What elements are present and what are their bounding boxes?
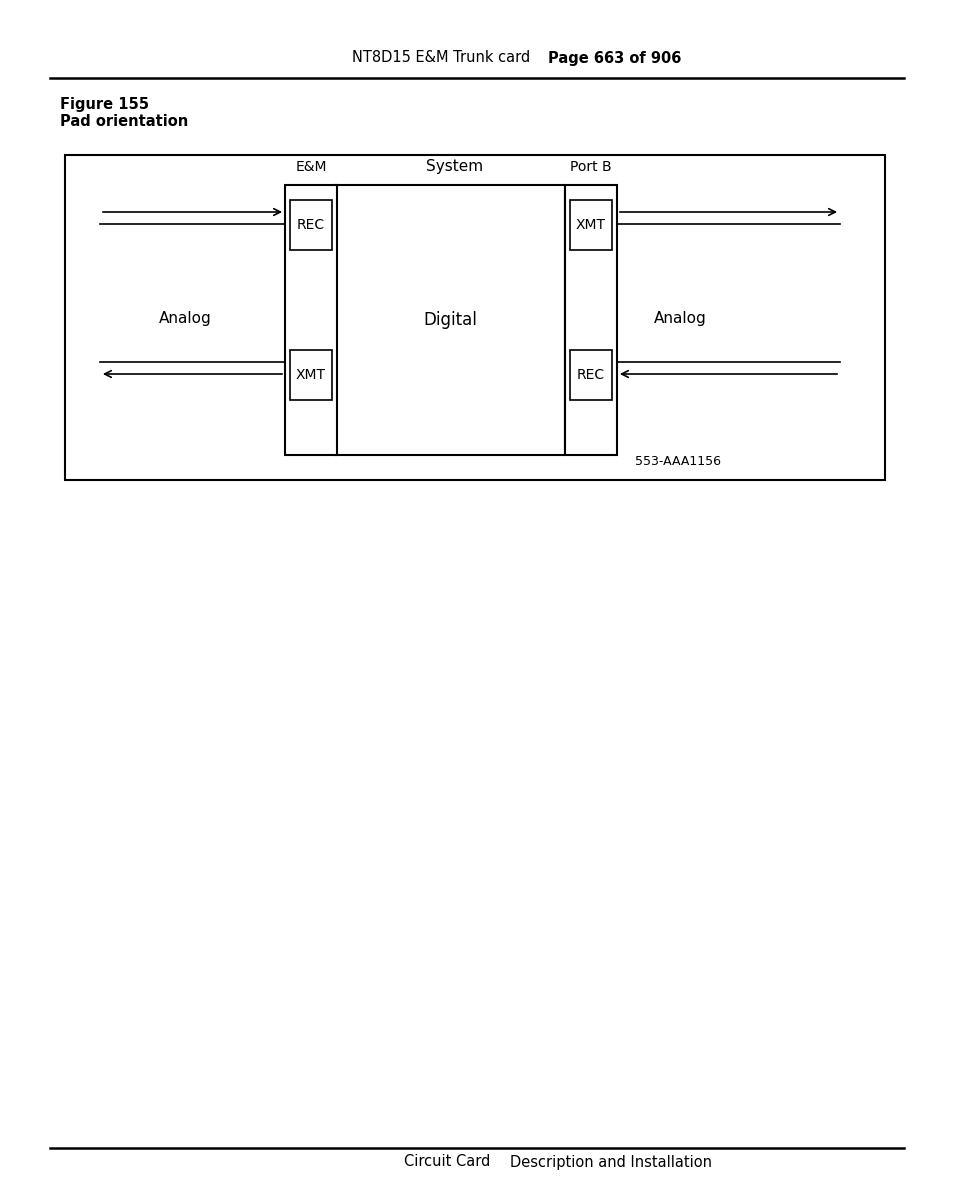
Text: REC: REC	[296, 218, 325, 232]
Text: System: System	[426, 159, 483, 174]
Bar	[335, 185, 564, 456]
Text: Circuit Card: Circuit Card	[403, 1154, 490, 1170]
Text: Page 663 of 906: Page 663 of 906	[547, 50, 680, 65]
Text: Description and Installation: Description and Installation	[510, 1154, 711, 1170]
Text: XMT: XMT	[576, 218, 605, 232]
Bar	[290, 200, 332, 250]
Text: Analog: Analog	[653, 310, 705, 326]
Text: Analog: Analog	[158, 310, 212, 326]
Text: Digital: Digital	[422, 311, 476, 329]
Bar	[285, 185, 336, 456]
Text: 553-AAA1156: 553-AAA1156	[635, 456, 720, 468]
Bar	[569, 350, 612, 400]
Bar	[564, 185, 617, 456]
Text: NT8D15 E&M Trunk card: NT8D15 E&M Trunk card	[352, 50, 530, 65]
Bar	[65, 155, 884, 480]
Text: E&M: E&M	[294, 160, 327, 174]
Text: REC: REC	[577, 368, 604, 382]
Bar	[569, 200, 612, 250]
Text: Port B: Port B	[570, 160, 611, 174]
Text: XMT: XMT	[295, 368, 326, 382]
Text: Figure 155: Figure 155	[60, 97, 149, 113]
Bar	[290, 350, 332, 400]
Text: Pad orientation: Pad orientation	[60, 114, 188, 130]
